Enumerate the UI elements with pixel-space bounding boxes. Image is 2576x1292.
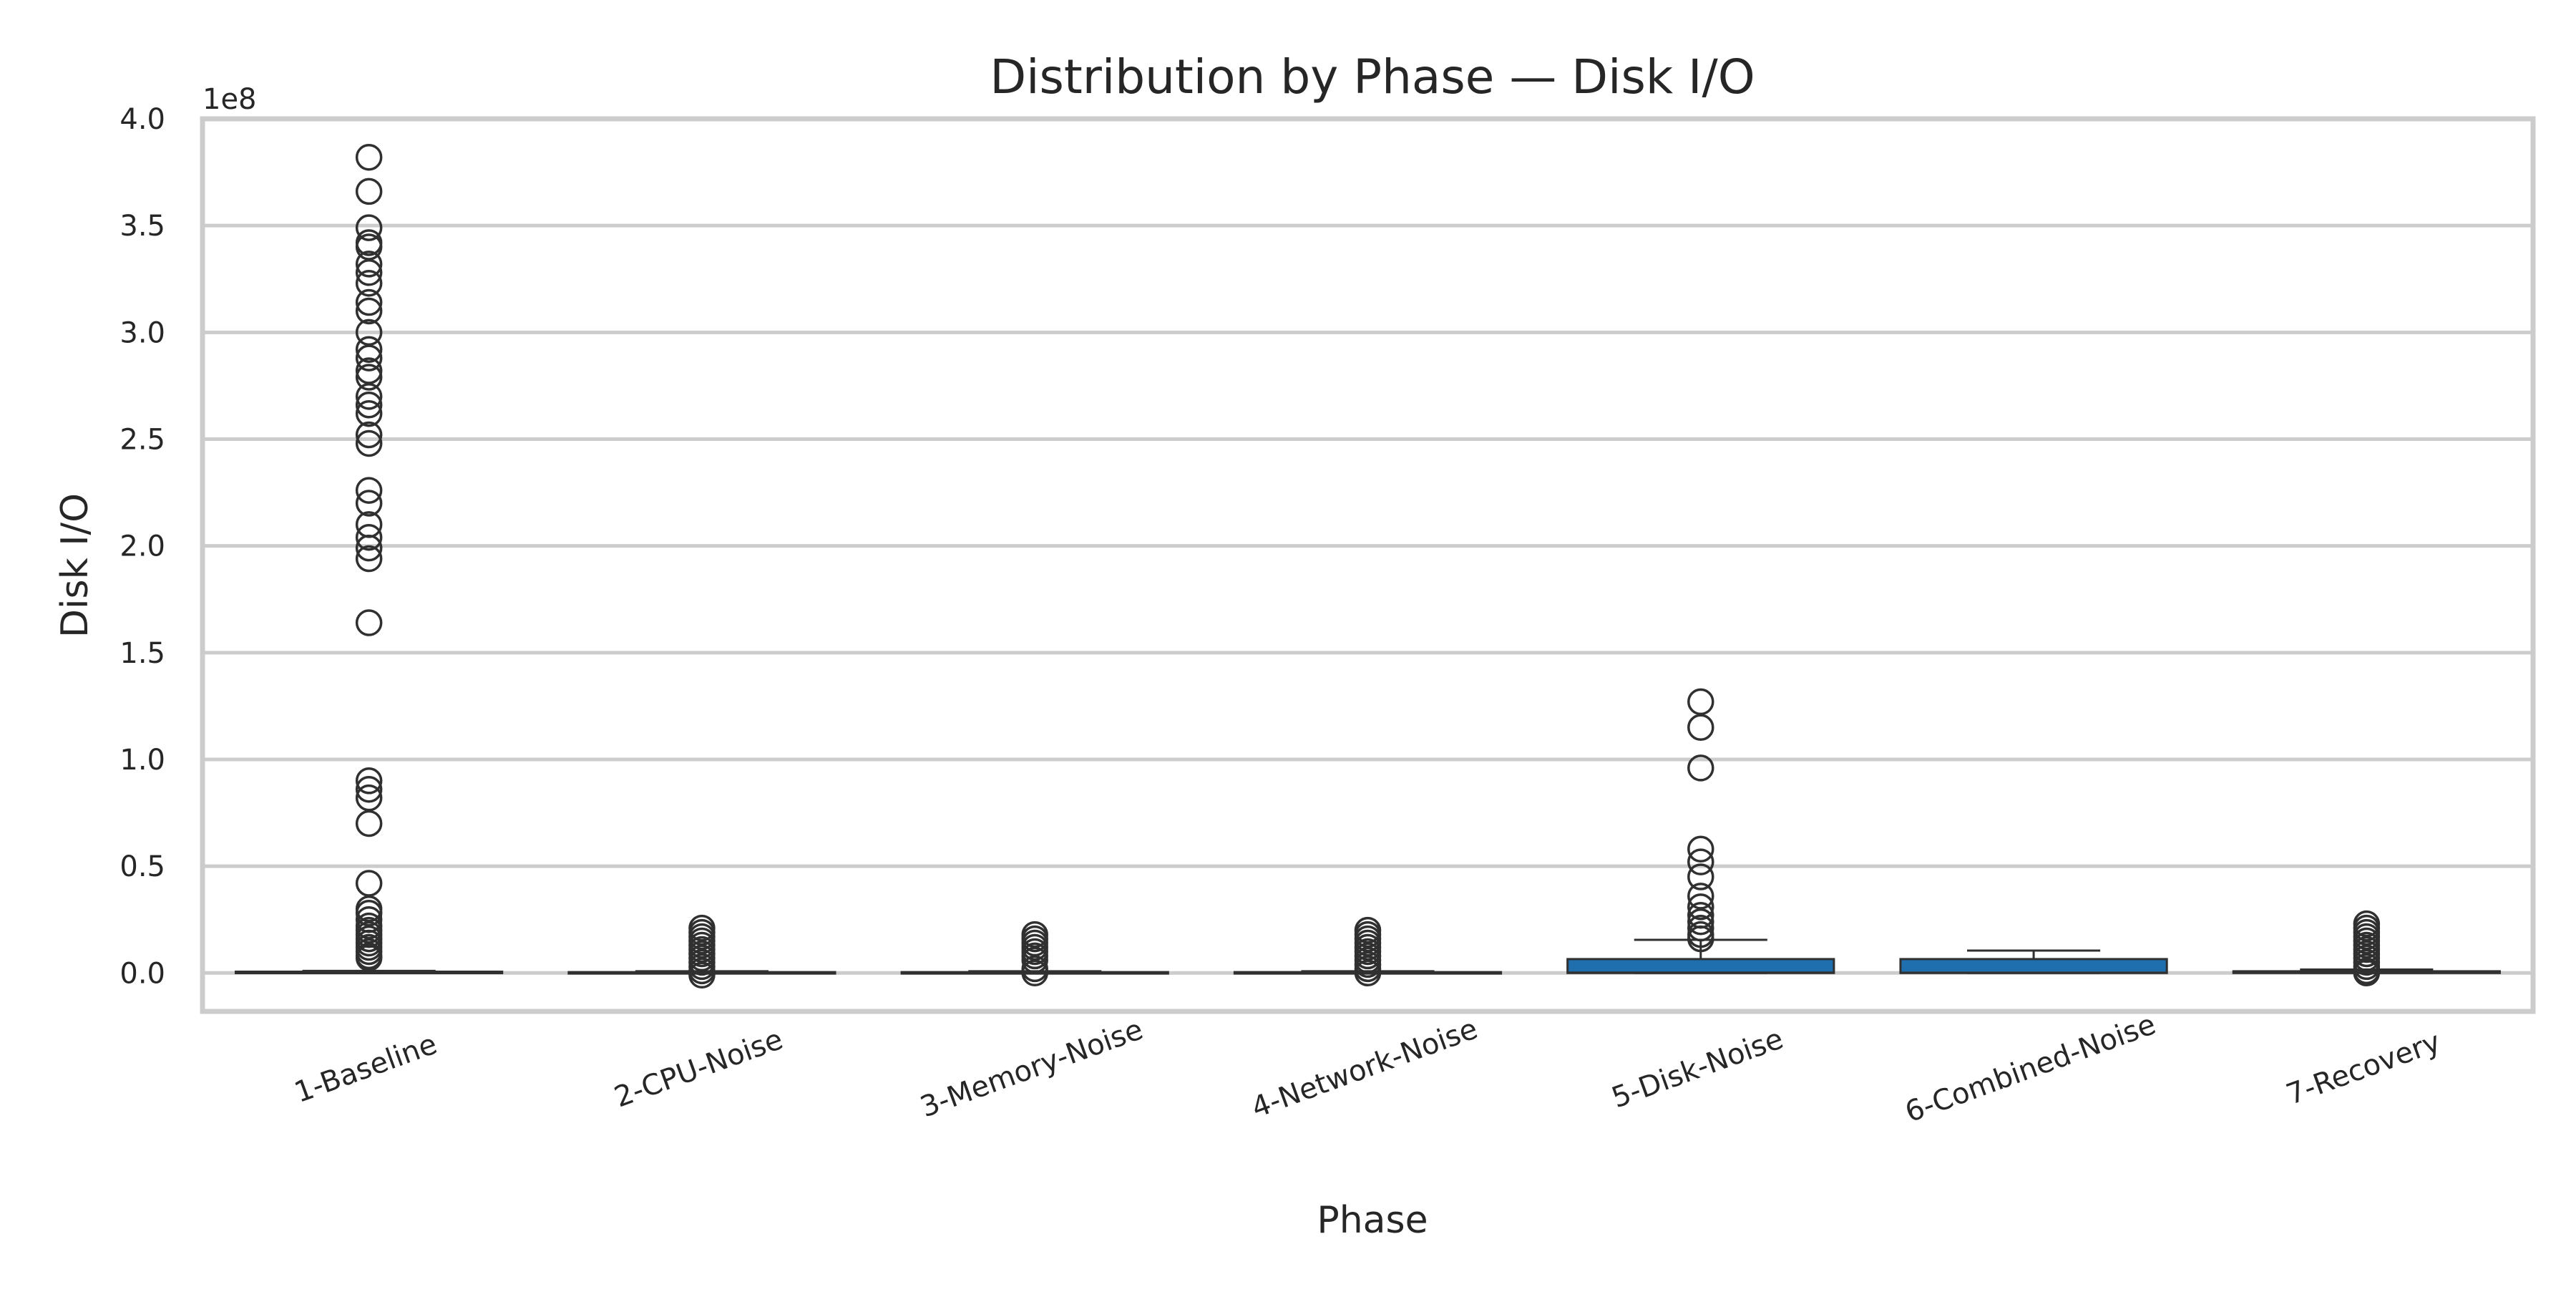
outlier-point [355,523,383,551]
box-group [1566,688,1835,974]
y-tick-label: 0.0 [119,957,165,990]
outlier-point [355,775,383,803]
x-tick-label: 2-CPU-Noise [610,1023,787,1114]
y-tick-label: 2.0 [119,530,165,563]
outlier-point [355,233,383,261]
outlier-point [355,870,383,897]
grid-layer [203,117,2533,975]
box-group [567,914,836,989]
box-iqr [1566,958,1835,974]
outlier-point [1687,714,1714,741]
x-tick-label: 3-Memory-Noise [916,1013,1147,1124]
outlier-point [355,534,383,562]
outlier-point [1354,959,1382,987]
outlier-point [355,269,383,297]
y-tick-label: 1.5 [119,637,165,670]
outlier-point [1687,835,1714,863]
tick-layer: 0.0 0.5 1.0 1.5 2.0 2.5 3.0 3.5 4.0 1-Baseline 2-C… [119,103,2444,1129]
outlier-point [355,429,383,457]
outlier-point [355,251,383,278]
outlier-point [355,143,383,171]
outlier-point [1021,959,1048,987]
outlier-point [355,900,383,927]
outlier-point [355,178,383,205]
outlier-point [355,214,383,241]
outlier-point [355,383,383,410]
outlier-point [1687,754,1714,782]
outlier-point [355,364,383,391]
outlier-point [2353,959,2381,987]
outlier-point [355,297,383,325]
outlier-point [355,399,383,427]
outlier-point [355,905,383,933]
box-layer [235,143,2501,989]
outlier-point [1687,925,1714,953]
outlier-point [1021,946,1048,974]
y-tick-label: 3.0 [119,316,165,349]
outlier-point [355,767,383,795]
y-tick-label: 3.5 [119,210,165,243]
chart-title: Distribution by Phase — Disk I/O [990,49,1755,105]
outlier-point [1687,883,1714,910]
box-group [235,143,504,975]
y-tick-label: 0.5 [119,850,165,883]
outlier-point [1687,908,1714,936]
y-tick-label: 4.0 [119,103,165,136]
outlier-point [1687,893,1714,921]
outlier-point [1687,688,1714,716]
plot-frame [200,116,2536,1014]
x-tick-label: 5-Disk-Noise [1607,1022,1787,1114]
outlier-point [355,288,383,316]
x-tick-label: 7-Recovery [2282,1026,2445,1112]
outlier-point [355,609,383,636]
y-tick-label: 2.5 [119,423,165,456]
outlier-point [355,810,383,837]
outlier-point [355,336,383,363]
x-axis-label: Phase [1317,1199,1428,1242]
outlier-point [355,944,383,972]
outlier-point [355,392,383,419]
box-group [900,921,1169,987]
outlier-point [355,344,383,371]
box-iqr [1899,958,2168,974]
outlier-point [1687,848,1714,875]
outlier-point [355,357,383,384]
y-tick-label: 1.0 [119,744,165,777]
outlier-point [1687,914,1714,942]
x-tick-label: 4-Network-Noise [1247,1012,1482,1125]
outlier-point [355,784,383,812]
outlier-point [355,259,383,286]
box-group [2232,910,2501,987]
outlier-point [1687,863,1714,890]
outlier-point [688,961,716,989]
y-offset-label: 1e8 [203,83,257,116]
x-tick-label: 1-Baseline [291,1028,441,1109]
outlier-point [355,545,383,573]
box-group [1899,949,2168,974]
outlier-point [355,490,383,517]
x-tick-label: 6-Combined-Noise [1901,1008,2160,1129]
y-axis-label: Disk I/O [54,493,97,638]
outlier-point [355,477,383,504]
outlier-point [355,421,383,449]
outlier-point [355,319,383,346]
box-group [1233,916,1503,987]
